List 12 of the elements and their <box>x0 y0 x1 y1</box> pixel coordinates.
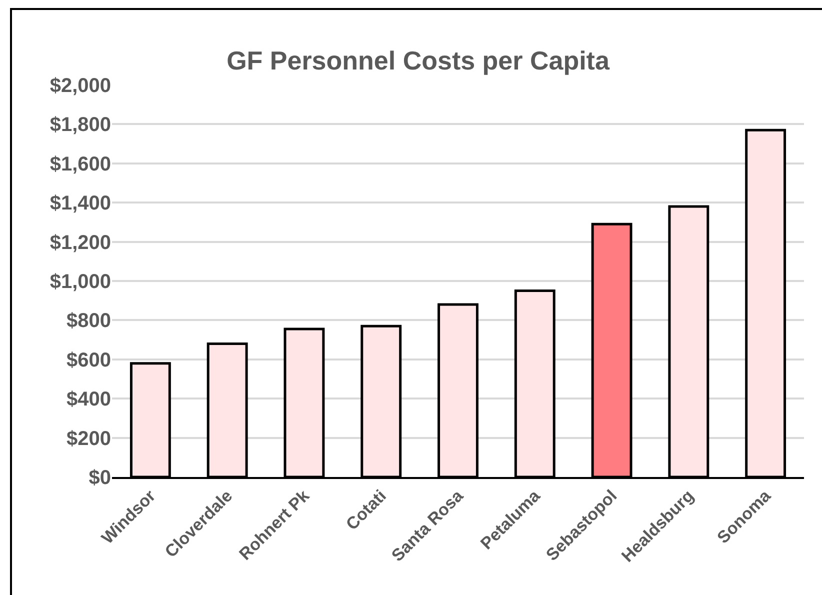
chart-title: GF Personnel Costs per Capita <box>226 45 610 76</box>
y-tick-label: $1,800 <box>50 114 111 136</box>
y-tick-label: $1,400 <box>50 192 111 215</box>
y-tick-label: $1,600 <box>50 153 111 176</box>
y-tick-label: $1,000 <box>50 271 111 293</box>
y-tick-label: $200 <box>66 428 111 450</box>
y-tick-label: $600 <box>66 349 111 372</box>
y-tick-label: $2,000 <box>50 75 111 97</box>
y-tick-label: $0 <box>88 467 111 489</box>
y-tick-label: $800 <box>66 310 111 332</box>
y-tick-label: $1,200 <box>50 232 111 254</box>
y-tick-label: $400 <box>66 388 111 411</box>
